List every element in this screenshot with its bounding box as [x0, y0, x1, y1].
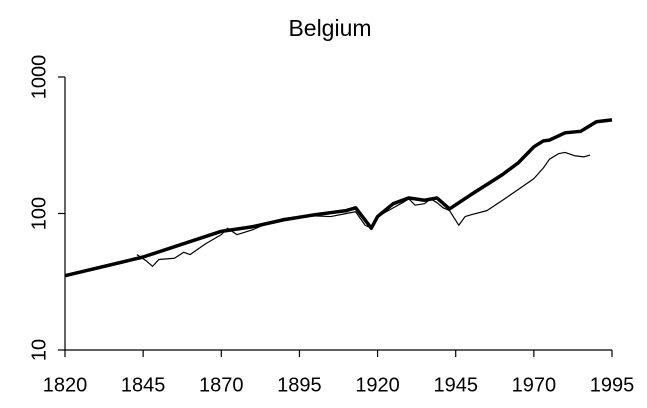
x-tick-label: 1995: [590, 374, 635, 396]
y-tick-label: 100: [28, 197, 50, 230]
y-tick-label: 1000: [28, 55, 50, 100]
x-tick-label: 1945: [433, 374, 478, 396]
x-tick-label: 1970: [512, 374, 557, 396]
x-tick-label: 1895: [277, 374, 322, 396]
x-tick-label: 1845: [121, 374, 166, 396]
data-line: [136, 151, 591, 267]
data-line: [64, 118, 613, 278]
x-tick-label: 1870: [199, 374, 244, 396]
x-tick-label: 1820: [43, 374, 88, 396]
x-tick-label: 1920: [355, 374, 400, 396]
y-tick-label: 10: [28, 339, 50, 361]
chart-title: Belgium: [288, 15, 371, 41]
